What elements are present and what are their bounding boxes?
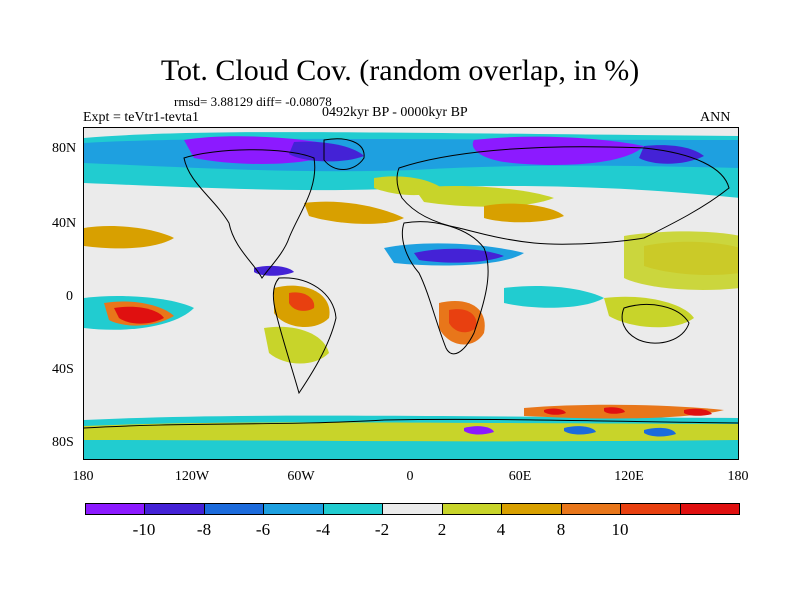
lon-label-120w: 120W (174, 469, 210, 484)
colorbar-swatch (86, 504, 146, 514)
north-america-coast (183, 149, 316, 279)
south-pacific-red (114, 306, 164, 324)
colorbar-swatch (383, 504, 443, 514)
africa-coast (401, 221, 489, 355)
lon-label-180e: 180 (727, 469, 749, 484)
lat-label-0: 0 (66, 289, 73, 304)
colorbar-swatch (561, 504, 622, 514)
siberia-purple-patch (472, 136, 644, 165)
colorbar-swatch (204, 504, 265, 514)
colorbar-label: 4 (496, 520, 506, 539)
amazon-red (289, 292, 315, 311)
lon-label-60e: 60E (508, 469, 532, 484)
colorbar-label: -10 (132, 520, 156, 539)
colorbar-swatch (621, 504, 681, 514)
cloud-cover-map (84, 128, 738, 459)
africa-deep-blue (414, 248, 504, 263)
lat-label-80s: 80S (52, 435, 74, 450)
colorbar-label: -6 (255, 520, 271, 539)
antarctic-purple-spot (464, 426, 494, 435)
australia-coast (621, 304, 690, 344)
antarctic-blue-spots (564, 426, 676, 437)
colorbar-swatch (145, 504, 205, 514)
colorbar-swatch (502, 504, 562, 514)
lon-label-120e: 120E (614, 469, 644, 484)
lat-label-40n: 40N (52, 216, 77, 231)
greenland-coast (323, 138, 365, 170)
colorbar-swatch (323, 504, 384, 514)
colorbar (85, 503, 740, 515)
colorbar-label: -2 (374, 520, 390, 539)
colorbar-swatch (442, 504, 503, 514)
colorbar-swatch (680, 504, 739, 514)
pacific-green-east (624, 231, 738, 290)
south-america-green (264, 326, 329, 364)
lon-label-60w: 60W (287, 469, 315, 484)
map-panel (83, 127, 739, 460)
lon-label-180w: 180 (72, 469, 94, 484)
colorbar-label: 10 (611, 520, 629, 539)
antarctica-coast (84, 418, 738, 429)
lon-label-0: 0 (406, 469, 414, 484)
season-label: ANN (700, 110, 731, 125)
colorbar-swatch (264, 504, 324, 514)
chart-title: Tot. Cloud Cov. (random overlap, in %) (160, 54, 640, 87)
na-orange-patch (304, 201, 404, 224)
southern-africa-red (449, 309, 477, 333)
canada-blue-patch (289, 141, 364, 162)
australia-green (604, 296, 694, 328)
eurasia-coast (396, 146, 730, 245)
antarctic-red-spots (544, 407, 712, 416)
coastlines (84, 138, 738, 429)
caribbean-blue (254, 265, 294, 276)
asia-orange-patch (484, 203, 564, 223)
lat-label-40s: 40S (52, 362, 74, 377)
eurasia-green-patch (414, 186, 554, 207)
colorbar-label: -4 (315, 520, 331, 539)
stats-text: rmsd= 3.88129 diff= -0.08078 (174, 94, 332, 109)
lat-label-80n: 80N (52, 141, 77, 156)
south-america-coast (272, 277, 337, 395)
period-label: 0492kyr BP - 0000kyr BP (322, 105, 468, 120)
colorbar-label: 2 (437, 520, 447, 539)
experiment-label: Expt = teVtr1-tevta1 (83, 110, 199, 125)
indian-ocean-cyan (504, 286, 604, 308)
pacific-orange-west (84, 226, 174, 249)
colorbar-label: -8 (196, 520, 212, 539)
colorbar-label: 8 (556, 520, 566, 539)
